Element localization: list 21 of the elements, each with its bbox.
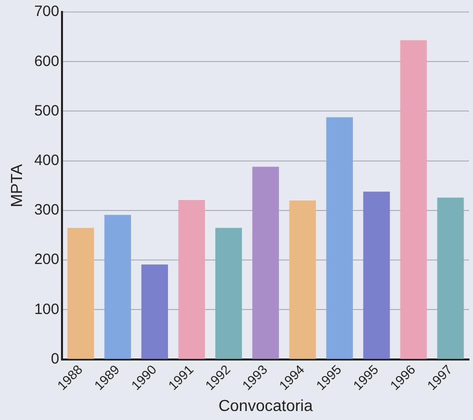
- y-tick-label: 600: [34, 52, 60, 70]
- bar: [400, 40, 427, 359]
- y-tick-label: 200: [34, 251, 60, 268]
- bar: [178, 200, 205, 359]
- y-tick-label: 700: [34, 3, 60, 20]
- y-axis-title: MPTA: [9, 164, 26, 208]
- bar: [67, 228, 94, 359]
- bar: [215, 228, 242, 359]
- bar: [252, 166, 279, 359]
- y-tick-label: 400: [34, 152, 60, 169]
- x-axis-title: Convocatoria: [218, 398, 313, 415]
- y-tick-label: 300: [34, 202, 60, 219]
- y-tick-label: 500: [34, 102, 60, 120]
- bar: [289, 200, 316, 359]
- bar: [104, 214, 132, 359]
- bar: [363, 192, 390, 359]
- bar: [326, 117, 353, 359]
- bar: [437, 198, 464, 359]
- bar: [141, 264, 168, 359]
- y-tick-label: 0: [50, 350, 60, 368]
- y-tick-label: 100: [34, 300, 60, 318]
